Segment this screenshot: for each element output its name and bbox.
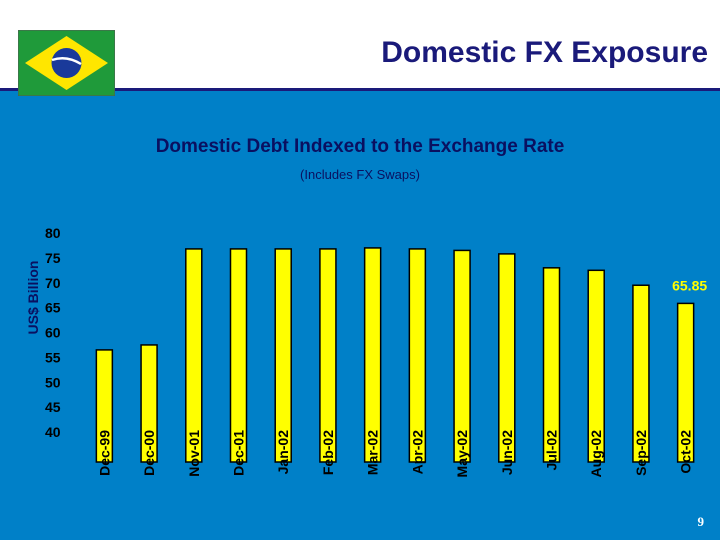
x-tick-label: Dec-00 [141, 430, 157, 476]
x-tick-label: Dec-01 [231, 430, 247, 476]
bar [498, 253, 516, 463]
data-label: 65.85 [672, 277, 707, 293]
bar [408, 248, 427, 463]
x-tick-label: Aug-02 [588, 430, 604, 478]
x-tick-label: Sep-02 [633, 430, 649, 476]
y-tick-label: 45 [45, 399, 61, 415]
bar [676, 302, 695, 463]
bar [542, 267, 561, 463]
y-tick-label: 50 [45, 374, 61, 390]
x-tick-label: Jul-02 [544, 430, 560, 471]
y-tick-label: 75 [45, 250, 61, 266]
bar [453, 249, 471, 463]
bar [363, 247, 382, 463]
bar [95, 349, 114, 463]
y-tick-label: 40 [45, 424, 61, 440]
y-tick-label: 60 [45, 325, 61, 341]
y-axis-label: US$ Billion [25, 261, 41, 335]
bar [632, 284, 650, 463]
x-tick-label: Oct-02 [678, 430, 694, 474]
brazil-flag-icon [18, 30, 115, 96]
y-tick-label: 65 [45, 300, 61, 316]
chart-title: Domestic Debt Indexed to the Exchange Ra… [155, 136, 565, 157]
page-number: 9 [697, 514, 705, 529]
chart-subtitle: (Includes FX Swaps) [300, 167, 420, 182]
header-divider [0, 88, 720, 91]
x-tick-label: Mar-02 [365, 430, 381, 475]
x-tick-label: May-02 [454, 430, 470, 478]
x-tick-label: Apr-02 [409, 430, 425, 475]
bar [185, 248, 203, 463]
y-tick-label: 55 [45, 349, 61, 365]
x-tick-label: Nov-01 [186, 430, 202, 477]
x-tick-label: Feb-02 [320, 430, 336, 475]
bar [587, 269, 605, 463]
slide-header [0, 0, 720, 88]
bar [140, 344, 158, 463]
y-tick-label: 70 [45, 275, 61, 291]
x-tick-label: Dec-99 [96, 430, 112, 476]
bar [229, 248, 248, 463]
bar [319, 248, 337, 463]
y-tick-label: 80 [45, 225, 61, 241]
x-tick-label: Jan-02 [275, 430, 291, 475]
x-tick-label: Jun-02 [499, 430, 515, 475]
bar [274, 248, 292, 463]
slide-title: Domestic FX Exposure [381, 36, 708, 69]
